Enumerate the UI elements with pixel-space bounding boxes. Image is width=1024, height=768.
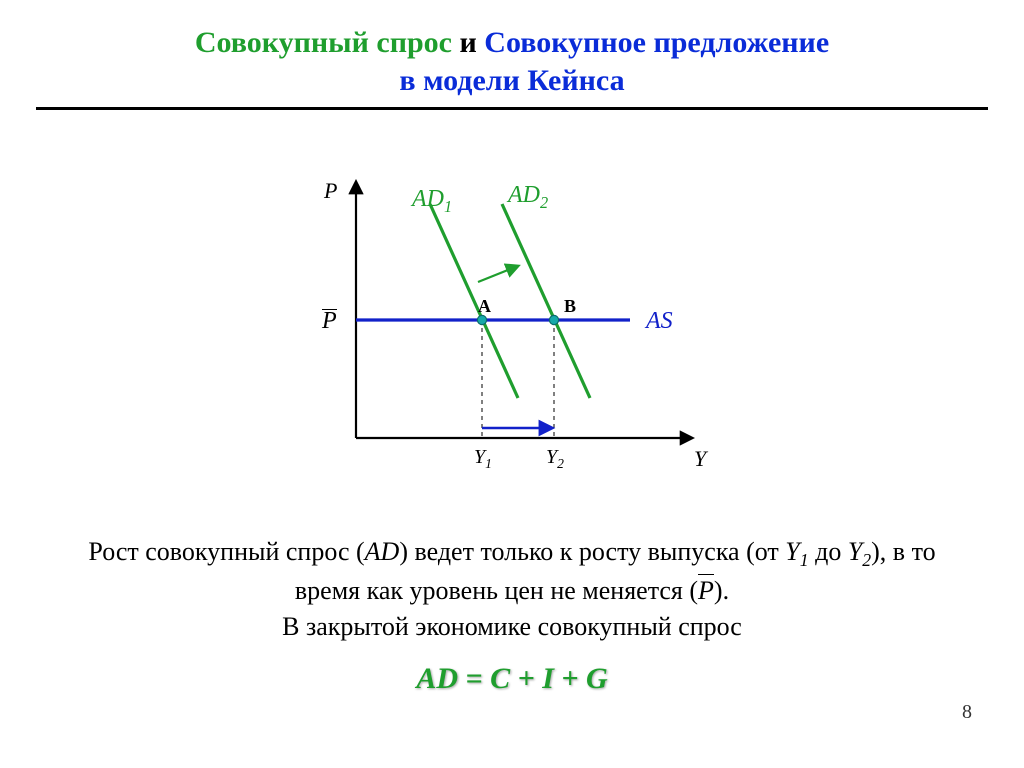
point-a-label: A: [478, 296, 491, 317]
y1-tick-label: Y1: [474, 446, 492, 472]
point-b-label: B: [564, 296, 576, 317]
ad2-curve-label: AD2: [508, 182, 548, 213]
caption-line2: В закрытой экономике совокупный спрос: [282, 612, 742, 641]
title-supply: Совокупное предложение: [484, 26, 829, 59]
title-line2: в модели Кейнса: [399, 64, 624, 97]
chart-svg: [282, 170, 742, 490]
x-axis-label: Y: [694, 446, 706, 472]
ad-formula: AD = C + I + G: [0, 662, 1024, 696]
page-number: 8: [962, 701, 972, 724]
ad1-curve-label: AD1: [412, 186, 452, 217]
caption-line1: Рост совокупный спрос (AD) ведет только …: [88, 537, 935, 605]
title-rule: [36, 107, 988, 110]
title-conj: и: [452, 26, 484, 59]
title-demand: Совокупный спрос: [195, 26, 452, 59]
as-curve-label: AS: [646, 308, 673, 335]
pbar-tick-label: P: [322, 308, 337, 335]
caption-block: Рост совокупный спрос (AD) ведет только …: [60, 534, 964, 646]
ad-as-chart: P Y P AS AD1 AD2 A B Y1 Y2: [282, 170, 742, 490]
y-axis-label: P: [324, 178, 337, 204]
y2-tick-label: Y2: [546, 446, 564, 472]
slide-title: Совокупный спрос и Совокупное предложени…: [0, 0, 1024, 99]
